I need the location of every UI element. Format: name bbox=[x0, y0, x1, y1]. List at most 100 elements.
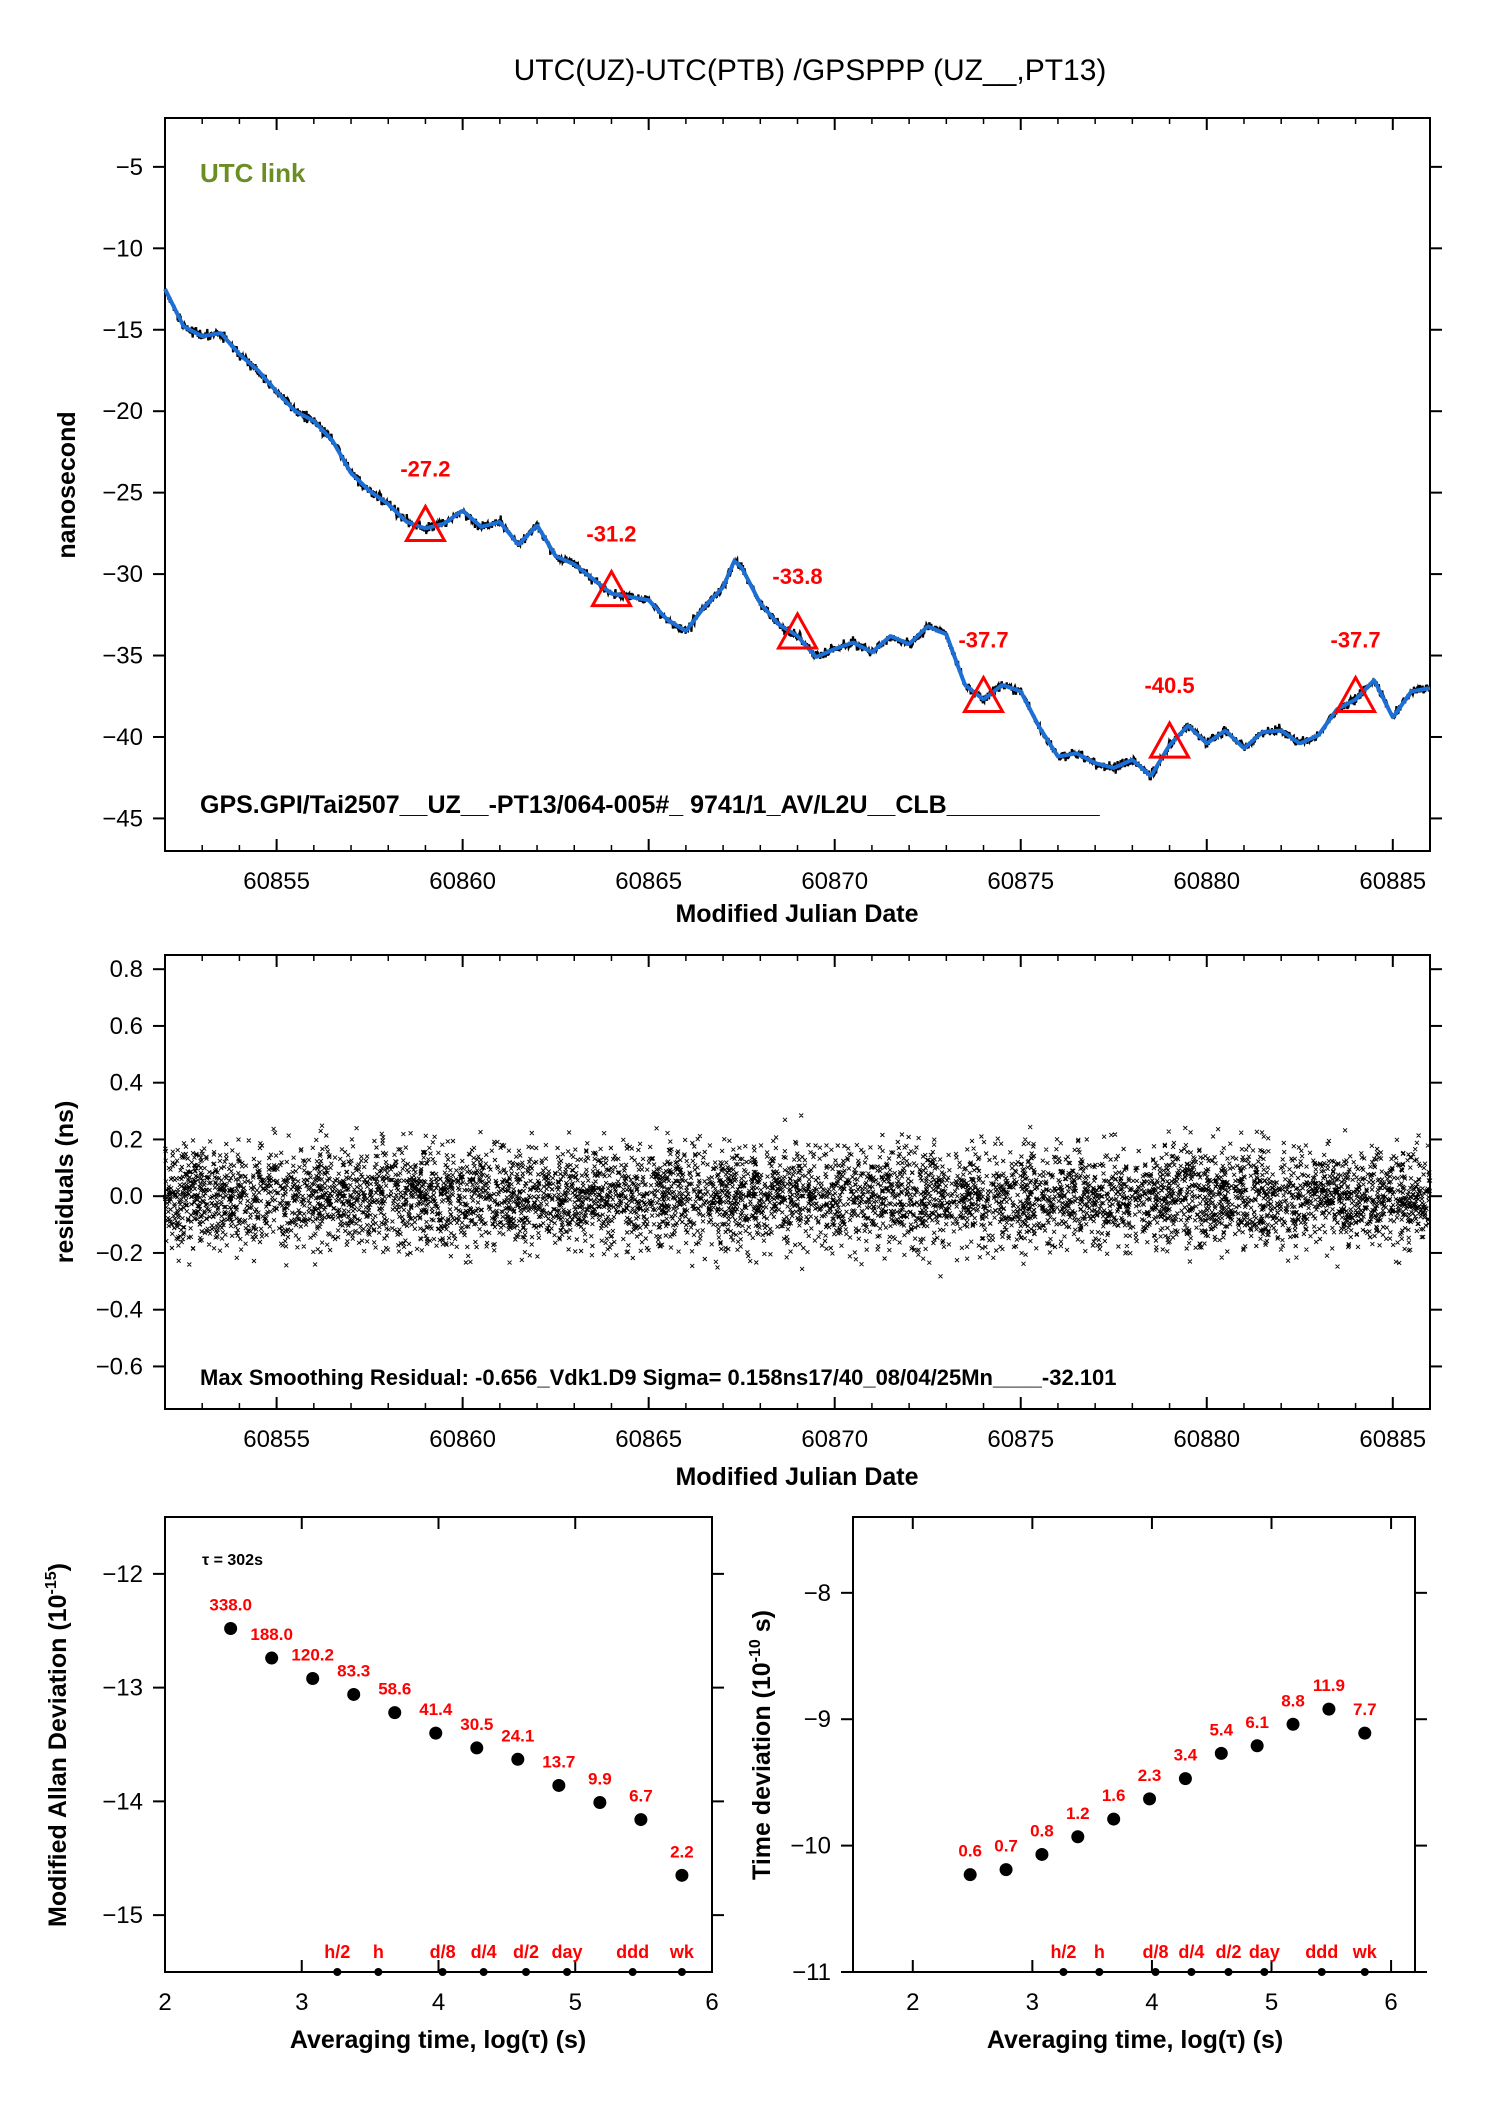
time-deviation-points: 0.6 0.7 0.8 1.2 1.6 2.3 3.4 5.4 6.1 8.8 11.9 7.7 bbox=[958, 1676, 1377, 1882]
y-tick-label: −15 bbox=[102, 317, 143, 344]
time-marker-dot bbox=[374, 1968, 383, 1976]
noise-band bbox=[164, 288, 1432, 781]
y-tick-label: −0.4 bbox=[96, 1297, 143, 1324]
marker-label: -33.8 bbox=[772, 564, 822, 589]
marker-triangle bbox=[403, 503, 447, 542]
marker-label: -27.2 bbox=[400, 456, 450, 481]
time-marker-dot bbox=[1260, 1968, 1269, 1976]
time-series-markers: -27.2 -31.2 -33.8 -37.7 -40.5 -37.7 bbox=[400, 456, 1381, 759]
deviation-point bbox=[552, 1778, 566, 1792]
time-marker-label: ddd bbox=[616, 1942, 649, 1962]
y-tick-label: −8 bbox=[804, 1580, 831, 1607]
x-tick-label: 2 bbox=[158, 1989, 171, 2016]
x-tick-label: 60855 bbox=[243, 868, 310, 895]
deviation-point bbox=[347, 1687, 361, 1701]
deviation-label: 24.1 bbox=[501, 1726, 534, 1745]
time-marker-label: d/2 bbox=[1215, 1942, 1241, 1962]
y-tick-label: −30 bbox=[102, 561, 143, 588]
time-series-footer: GPS.GPI/Tai2507__UZ__-PT13/064-005#_ 974… bbox=[200, 791, 1101, 819]
time-marker-label: d/8 bbox=[1143, 1942, 1169, 1962]
x-tick-label: 60885 bbox=[1359, 868, 1426, 895]
x-tick-label: 60875 bbox=[987, 1426, 1054, 1453]
x-tick-label: 3 bbox=[295, 1989, 308, 2016]
time-marker-dot bbox=[522, 1968, 531, 1976]
time-series-panel: 60855 60860 60865 60870 60875 60880 60885 −5 −10… bbox=[53, 117, 1442, 928]
allan-deviation-xlabel: Averaging time, log(τ) (s) bbox=[290, 2026, 586, 2054]
deviation-label: 120.2 bbox=[291, 1646, 334, 1665]
y-tick-label: −0.6 bbox=[96, 1353, 143, 1380]
time-marker-label: h/2 bbox=[1050, 1942, 1076, 1962]
allan-deviation-ylabel: Modified Allan Deviation (10-15) bbox=[43, 1563, 72, 1927]
deviation-label: 338.0 bbox=[209, 1595, 252, 1614]
deviation-point bbox=[1250, 1739, 1264, 1753]
allan-deviation-frame bbox=[164, 1516, 713, 1973]
time-marker-label: day bbox=[552, 1942, 583, 1962]
y-tick-label: −0.2 bbox=[96, 1240, 143, 1267]
deviation-label: 6.7 bbox=[629, 1787, 653, 1806]
y-tick-label: 0.4 bbox=[110, 1070, 143, 1097]
marker-triangle bbox=[1148, 720, 1192, 759]
time-marker-label: ddd bbox=[1305, 1942, 1338, 1962]
y-tick-label: −15 bbox=[102, 1902, 143, 1929]
time-marker-dot bbox=[1095, 1968, 1104, 1976]
utc-link-tag: UTC link bbox=[200, 158, 306, 188]
y-tick-label: −9 bbox=[804, 1706, 831, 1733]
y-tick-label: −13 bbox=[102, 1675, 143, 1702]
marker-label: -37.7 bbox=[1331, 628, 1381, 653]
time-marker-dot bbox=[1317, 1968, 1326, 1976]
x-tick-label: 60870 bbox=[801, 868, 868, 895]
deviation-point bbox=[429, 1726, 443, 1740]
residuals-panel: 60855 60860 60865 60870 60875 60880 60885 0.8 0.… bbox=[51, 954, 1442, 1491]
time-deviation-ylabel: Time deviation (10-10 s) bbox=[747, 1610, 776, 1880]
deviation-point bbox=[306, 1672, 320, 1686]
deviation-point bbox=[634, 1813, 648, 1827]
marker-label: -31.2 bbox=[586, 522, 636, 547]
time-marker-label: d/4 bbox=[1178, 1942, 1204, 1962]
allan-deviation-points: 338.0 188.0 120.283.3 58.6 41.4 30.5 24.1 13.7 9… bbox=[209, 1595, 694, 1882]
deviation-label: 3.4 bbox=[1174, 1746, 1198, 1765]
time-deviation-frame bbox=[852, 1516, 1416, 1973]
deviation-point bbox=[1286, 1717, 1300, 1731]
deviation-label: 2.2 bbox=[670, 1842, 694, 1861]
deviation-point bbox=[963, 1868, 977, 1882]
deviation-label: 8.8 bbox=[1281, 1691, 1305, 1710]
time-marker-label: d/2 bbox=[513, 1942, 539, 1962]
figure-title: UTC(UZ)-UTC(PTB) /GPSPPP (UZ__,PT13) bbox=[514, 54, 1107, 87]
deviation-label: 0.7 bbox=[994, 1837, 1018, 1856]
y-tick-label: −40 bbox=[102, 724, 143, 751]
deviation-point bbox=[1143, 1792, 1157, 1806]
x-tick-label: 60880 bbox=[1173, 868, 1240, 895]
deviation-point bbox=[1107, 1812, 1121, 1826]
time-marker-dot bbox=[1187, 1968, 1196, 1976]
time-marker-dot bbox=[479, 1968, 488, 1976]
time-marker-label: day bbox=[1249, 1942, 1280, 1962]
time-marker-label: h/2 bbox=[324, 1942, 350, 1962]
y-tick-label: −10 bbox=[790, 1833, 831, 1860]
deviation-label: 83.3 bbox=[337, 1661, 370, 1680]
time-deviation-xlabel: Averaging time, log(τ) (s) bbox=[987, 2026, 1283, 2054]
x-tick-label: 60880 bbox=[1173, 1426, 1240, 1453]
deviation-point bbox=[593, 1796, 607, 1810]
deviation-label: 2.3 bbox=[1138, 1766, 1162, 1785]
time-marker-label: d/4 bbox=[471, 1942, 497, 1962]
x-tick-label: 60860 bbox=[429, 868, 496, 895]
allan-ylabel-exp: -15 bbox=[43, 1571, 60, 1594]
y-tick-label: −20 bbox=[102, 398, 143, 425]
time-marker-dot bbox=[333, 1968, 342, 1976]
deviation-label: 30.5 bbox=[460, 1715, 493, 1734]
tau-note: τ = 302s bbox=[202, 1552, 263, 1569]
x-tick-label: 60865 bbox=[615, 1426, 682, 1453]
allan-ylabel-close: ) bbox=[44, 1563, 72, 1571]
deviation-label: 188.0 bbox=[250, 1625, 293, 1644]
deviation-point bbox=[470, 1741, 484, 1755]
time-marker-dot bbox=[1224, 1968, 1233, 1976]
noise-trace bbox=[164, 288, 1432, 781]
deviation-point bbox=[1214, 1746, 1228, 1760]
deviation-point bbox=[675, 1868, 689, 1882]
deviation-point bbox=[388, 1706, 402, 1720]
deviation-point bbox=[1178, 1772, 1192, 1786]
time-marker-dot bbox=[438, 1968, 447, 1976]
y-tick-label: −10 bbox=[102, 235, 143, 262]
x-tick-label: 6 bbox=[705, 1989, 718, 2016]
time-marker-dot bbox=[1360, 1968, 1369, 1976]
